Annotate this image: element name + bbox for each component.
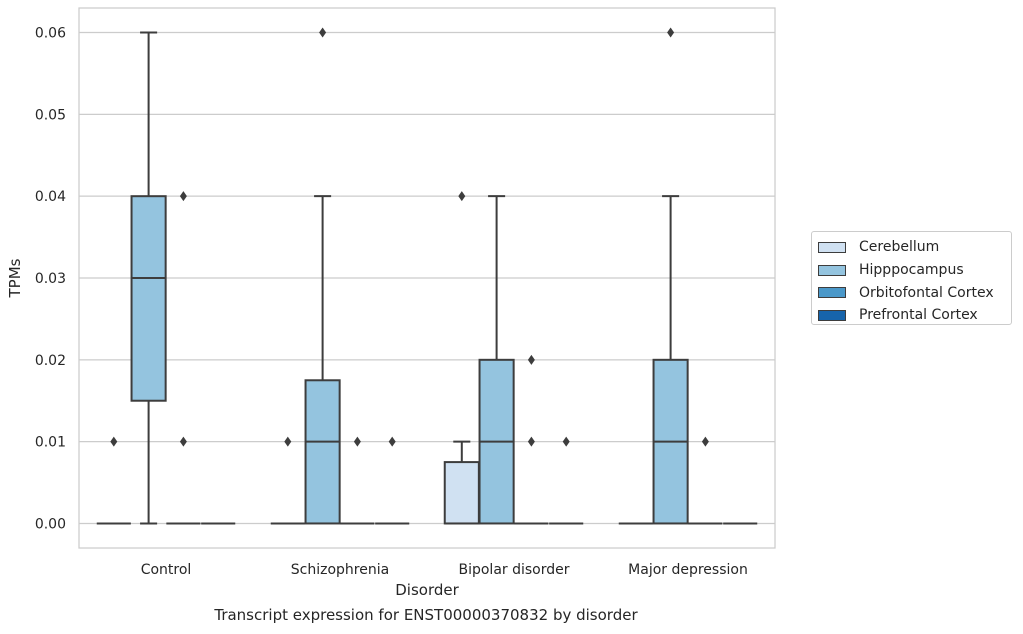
- box-cerebellum: [96, 436, 131, 525]
- box-prefrontal-cortex: [375, 436, 410, 525]
- box-prefrontal-cortex: [549, 436, 584, 525]
- outlier-point: [110, 436, 118, 447]
- outlier-point: [179, 436, 187, 447]
- legend-label: Prefrontal Cortex: [859, 307, 978, 324]
- x-tick-label: Schizophrenia: [291, 562, 389, 578]
- box-body: [443, 461, 480, 525]
- box-cerebellum: [270, 436, 305, 525]
- outlier-point: [284, 436, 292, 447]
- y-tick-label: 0.05: [35, 107, 66, 123]
- box-orbitofontal-cortex: [514, 354, 549, 525]
- outlier-point: [179, 191, 187, 202]
- y-tick-label: 0.01: [35, 435, 66, 451]
- outlier-point: [527, 354, 535, 365]
- y-tick-labels: 0.00 0.01 0.02 0.03 0.04 0.05 0.06: [35, 26, 66, 533]
- grid-lines: [79, 31, 775, 525]
- y-tick-label: 0.02: [35, 353, 66, 369]
- x-axis-label: Disorder: [395, 581, 459, 599]
- outlier-point: [388, 436, 396, 447]
- outlier-point: [667, 27, 675, 38]
- outlier-point: [319, 27, 327, 38]
- y-tick-label: 0.03: [35, 271, 66, 287]
- legend-item: Hipppocampus: [818, 259, 1011, 282]
- outlier-point: [527, 436, 535, 447]
- y-axis-label: TPMs: [6, 258, 24, 298]
- x-tick-label: Control: [141, 562, 192, 578]
- x-tick-labels: Control Schizophrenia Bipolar disorder Majo…: [141, 562, 748, 578]
- legend-swatch: [818, 264, 846, 276]
- box-orbitofontal-cortex: [340, 436, 375, 525]
- legend-item: Orbitofontal Cortex: [818, 281, 1011, 304]
- outlier-point: [701, 436, 709, 447]
- box-hipppocampus: [304, 27, 341, 525]
- box-hipppocampus: [478, 195, 515, 525]
- legend-swatch: [818, 241, 846, 253]
- figure-caption: Transcript expression for ENST0000037083…: [214, 606, 638, 624]
- legend-label: Orbitofontal Cortex: [859, 284, 994, 301]
- legend-item: Cerebellum: [818, 236, 1011, 259]
- y-tick-label: 0.04: [35, 189, 66, 205]
- box-marks: [96, 27, 758, 525]
- y-tick-label: 0.00: [35, 516, 66, 532]
- x-tick-label: Bipolar disorder: [458, 562, 569, 578]
- legend-swatch: [818, 287, 846, 299]
- y-tick-label: 0.06: [35, 26, 66, 42]
- outlier-point: [353, 436, 361, 447]
- box-orbitofontal-cortex: [688, 436, 723, 525]
- legend-swatch: [818, 309, 846, 321]
- chart-legend: Cerebellum Hipppocampus Orbitofontal Corte…: [811, 231, 1012, 325]
- legend-item: Prefrontal Cortex: [818, 304, 1011, 327]
- box-body: [304, 379, 341, 525]
- x-tick-label: Major depression: [628, 562, 748, 578]
- box-hipppocampus: [130, 31, 167, 525]
- box-hipppocampus: [652, 27, 689, 525]
- box-body: [130, 195, 167, 402]
- plot-frame: [78, 7, 776, 549]
- legend-label: Cerebellum: [859, 239, 940, 256]
- box-cerebellum: [443, 191, 480, 525]
- box-orbitofontal-cortex: [166, 191, 201, 525]
- legend-label: Hipppocampus: [859, 262, 964, 279]
- outlier-point: [562, 436, 570, 447]
- outlier-point: [458, 191, 466, 202]
